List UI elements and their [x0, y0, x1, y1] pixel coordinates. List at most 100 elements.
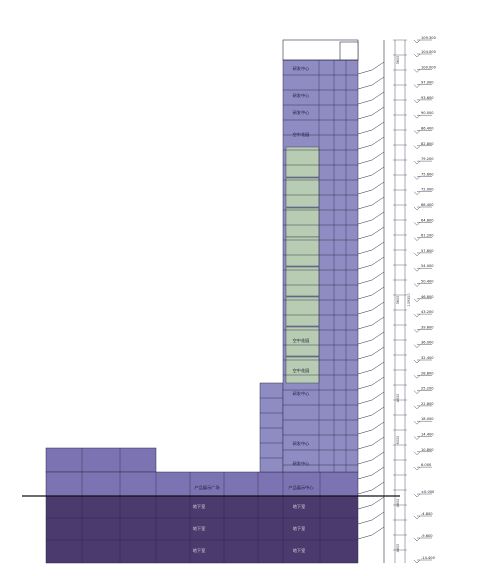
elevation-label: 104.000 — [421, 50, 437, 54]
stair-flight — [371, 256, 385, 266]
elevation-label: 93.600 — [421, 96, 434, 100]
sky-garden-band — [285, 266, 320, 297]
sky-garden-band — [285, 356, 320, 384]
stair-flight — [371, 211, 385, 221]
room-label: 地下室 — [293, 503, 306, 510]
stair-flight — [357, 249, 373, 255]
stair-flight — [371, 466, 385, 476]
stair-flight — [357, 354, 373, 360]
room-label: 产品展示中心 — [288, 484, 314, 491]
stair-flight — [371, 61, 385, 71]
stair-flight — [371, 361, 385, 371]
elevation-label: 10.800 — [421, 448, 434, 452]
stair-flight — [371, 286, 385, 296]
elevation-marker-icon — [413, 237, 421, 241]
stair-flight — [357, 534, 373, 540]
elevation-marker-icon — [413, 145, 421, 150]
room-label: 空中花园 — [293, 337, 310, 344]
stair-flight — [357, 219, 373, 225]
elevation-label: 75.600 — [421, 172, 434, 176]
elevation-label: -14.400 — [421, 556, 436, 560]
stair-flight — [371, 421, 385, 431]
stair-flight — [371, 241, 385, 251]
room-label: 产品展示广场 — [194, 484, 219, 491]
stair-flight — [357, 429, 373, 435]
stair-flight — [357, 324, 373, 330]
room-label: 地下室 — [193, 547, 206, 554]
sky-garden-band — [285, 207, 320, 238]
stair-flight — [371, 271, 385, 281]
stair-flight — [357, 234, 373, 240]
elevation-marker-icon — [413, 176, 421, 180]
elevation-label: 68.400 — [421, 203, 434, 207]
stair-flight — [371, 436, 385, 446]
room-label: 研发中心 — [293, 460, 311, 467]
stair-flight — [357, 264, 373, 270]
elevation-label: 79.200 — [421, 157, 434, 161]
stair-flight — [357, 399, 373, 405]
room-label: 研发中心 — [293, 65, 311, 72]
elevation-label: 14.400 — [421, 433, 434, 437]
sky-garden-band — [285, 326, 320, 357]
room-label: 地下室 — [193, 525, 206, 532]
stair-flight — [357, 279, 373, 285]
elevation-label: -4.800 — [421, 512, 433, 516]
stair-flight — [357, 144, 373, 150]
elevation-marker-icon — [413, 466, 421, 471]
room-label: 地下室 — [293, 547, 306, 554]
elevation-label: 46.800 — [421, 295, 434, 299]
elevation-label: 36.000 — [421, 341, 434, 345]
room-label: 地下室 — [193, 503, 206, 510]
stair-flight — [357, 519, 373, 525]
elevation-marker-icon — [413, 206, 421, 211]
stair-flight — [357, 294, 373, 300]
elevation-label: -9.600 — [421, 534, 433, 538]
elevation-marker-icon — [413, 115, 421, 119]
stair-flight — [371, 406, 385, 416]
stair-flight — [371, 181, 385, 191]
stair-flight — [357, 99, 373, 105]
stair-flight — [357, 204, 373, 210]
stair-flight — [371, 376, 385, 386]
stair-flight — [357, 384, 373, 390]
elevation-label: 43.200 — [421, 310, 434, 314]
elevation-label: 86.400 — [421, 127, 434, 131]
elevation-marker-icon — [413, 329, 421, 333]
room-label: 空中花园 — [293, 367, 310, 374]
stair-flight — [371, 301, 385, 311]
elevation-marker-icon — [413, 268, 421, 272]
elevation-marker-icon — [413, 436, 421, 440]
dimension-label: 3600 — [396, 56, 400, 65]
elevation-label: 82.800 — [421, 142, 434, 146]
lower-wing-block — [259, 382, 284, 473]
stair-flight — [357, 504, 373, 510]
elevation-marker-icon — [413, 39, 421, 44]
elevation-label: 90.000 — [421, 111, 434, 115]
elevation-label: 72.000 — [421, 188, 434, 192]
elevation-marker-icon — [413, 99, 421, 104]
stair-flight — [357, 444, 373, 450]
room-label: 研发中心 — [293, 390, 311, 397]
elevation-marker-icon — [413, 252, 421, 257]
elevation-marker-icon — [413, 421, 421, 425]
elevation-marker-icon — [413, 53, 421, 58]
elevation-label: 64.800 — [421, 218, 434, 222]
room-label: 空中花园 — [293, 131, 310, 138]
elevation-marker-icon — [413, 344, 421, 348]
stair-flight — [357, 159, 373, 165]
stair-flight — [357, 114, 373, 120]
stair-flight — [371, 451, 385, 461]
stair-flight — [357, 189, 373, 195]
elevation-marker-icon — [413, 390, 421, 394]
stair-flight — [371, 481, 385, 491]
stair-flight — [371, 331, 385, 341]
elevation-label: 28.800 — [421, 371, 434, 375]
stair-flight — [357, 309, 373, 315]
stair-flight — [357, 459, 373, 465]
elevation-marker-icon — [413, 298, 421, 303]
stair-flight — [357, 69, 373, 75]
elevation-marker-icon — [413, 313, 421, 318]
room-label: 地下室 — [293, 525, 306, 532]
elevation-label: 32.400 — [421, 356, 434, 360]
dimension-label: 4500 — [396, 394, 400, 403]
